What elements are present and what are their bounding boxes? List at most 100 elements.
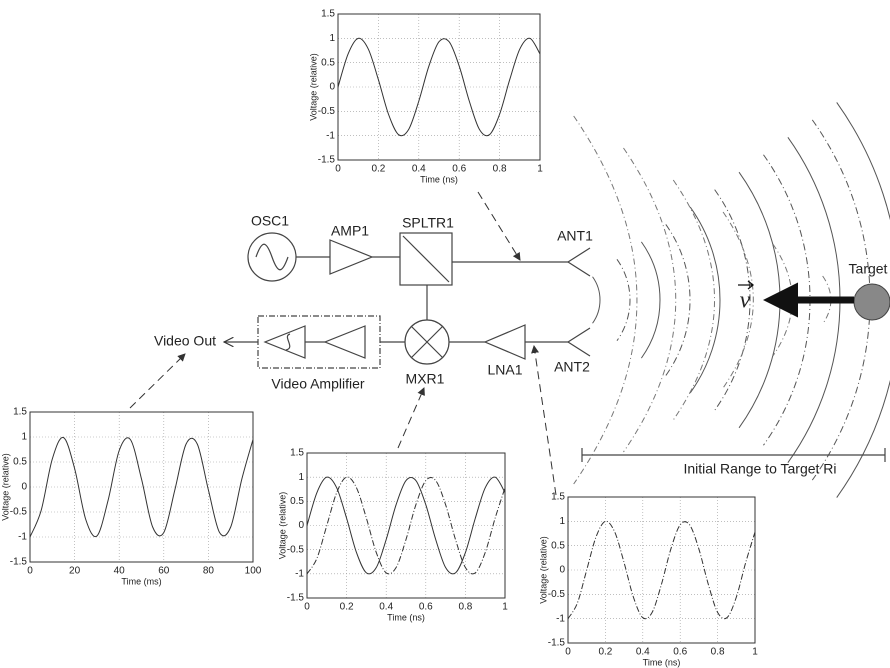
y-tick-label: -1 xyxy=(556,613,565,624)
plot: -1.5 -1 -0.5 0 0.5 1 1.5 0 0.2 0.4 0.6 0.8 1 Time (ns… xyxy=(538,492,758,668)
y-tick-label: -1.5 xyxy=(548,638,566,649)
y-tick-label: -1.5 xyxy=(318,155,336,166)
x-tick-label: 0 xyxy=(27,566,33,577)
target xyxy=(854,284,890,320)
x-tick-label: 40 xyxy=(114,566,126,577)
x-axis-label: Time (ms) xyxy=(121,576,161,586)
y-tick-label: -0.5 xyxy=(548,589,566,600)
wavefront xyxy=(617,259,630,340)
splitter-diagonal xyxy=(403,236,449,282)
y-tick-label: 0 xyxy=(329,82,335,93)
oscillator-wave xyxy=(256,244,288,270)
ant2-label: ANT2 xyxy=(554,359,590,375)
y-tick-label: -0.5 xyxy=(318,106,336,117)
y-tick-label: 1.5 xyxy=(321,9,335,20)
lna xyxy=(485,325,525,359)
reflected-wavefront xyxy=(574,116,637,484)
y-tick-label: 1 xyxy=(559,516,565,527)
y-tick-label: 1.5 xyxy=(290,448,304,459)
x-tick-label: 60 xyxy=(158,566,170,577)
antenna-2 xyxy=(568,328,590,356)
video-filter xyxy=(265,326,305,358)
y-tick-label: 0 xyxy=(21,482,27,493)
y-tick-label: 0.5 xyxy=(290,496,304,507)
y-axis-label: Voltage (relative) xyxy=(538,536,548,604)
range-label: Initial Range to Target Ri xyxy=(683,461,836,477)
x-tick-label: 0.4 xyxy=(636,647,650,658)
antenna-1 xyxy=(568,248,590,276)
x-tick-label: 1 xyxy=(502,602,508,613)
x-tick-label: 80 xyxy=(203,566,215,577)
x-tick-label: 1 xyxy=(537,164,543,175)
x-tick-label: 0.8 xyxy=(711,647,725,658)
y-tick-label: -1.5 xyxy=(10,557,28,568)
x-axis-label: Time (ns) xyxy=(387,612,425,622)
x-tick-label: 0.4 xyxy=(379,602,393,613)
y-tick-label: -1 xyxy=(326,130,335,141)
y-axis-label: Voltage (relative) xyxy=(0,453,10,521)
reflected-wavefront xyxy=(623,148,675,452)
y-tick-label: 0.5 xyxy=(13,457,27,468)
x-tick-label: 0.2 xyxy=(340,602,354,613)
y-tick-label: 1.5 xyxy=(551,492,565,503)
x-tick-label: 0.8 xyxy=(493,164,507,175)
x-tick-label: 0.6 xyxy=(419,602,433,613)
figure: OSC1 AMP1 SPLTR1 ANT1 MXR1 LNA1 ANT2 Vid… xyxy=(0,0,890,668)
osc-label: OSC1 xyxy=(251,213,289,229)
mixer-cross xyxy=(411,326,443,358)
y-axis-label: Voltage (relative) xyxy=(277,492,287,560)
y-tick-label: -1 xyxy=(295,568,304,579)
amplifier xyxy=(330,240,372,274)
y-axis-label: Voltage (relative) xyxy=(308,53,318,121)
y-tick-label: 0 xyxy=(559,565,565,576)
y-tick-label: 0.5 xyxy=(551,540,565,551)
reflected-wavefront xyxy=(673,180,714,420)
y-tick-label: -1 xyxy=(18,532,27,543)
x-tick-label: 0.6 xyxy=(673,647,687,658)
x-tick-label: 0.6 xyxy=(452,164,466,175)
page: OSC1 AMP1 SPLTR1 ANT1 MXR1 LNA1 ANT2 Vid… xyxy=(0,0,890,668)
lna-label: LNA1 xyxy=(487,362,522,378)
x-tick-label: 0 xyxy=(335,164,341,175)
video-amp xyxy=(325,326,365,358)
video-out-label: Video Out xyxy=(154,333,216,349)
x-tick-label: 0.2 xyxy=(371,164,385,175)
y-tick-label: -0.5 xyxy=(10,507,28,518)
wavefront xyxy=(593,277,600,323)
ant1-label: ANT1 xyxy=(557,228,593,244)
mixer-label: MXR1 xyxy=(406,371,445,387)
y-tick-label: 1.5 xyxy=(13,407,27,418)
y-tick-label: 0 xyxy=(298,520,304,531)
x-axis-label: Time (ns) xyxy=(420,174,458,184)
x-tick-label: 0.2 xyxy=(598,647,612,658)
x-tick-label: 100 xyxy=(245,566,262,577)
target-label: Target xyxy=(849,261,888,277)
wavefront xyxy=(641,242,660,358)
pointer xyxy=(534,346,556,495)
plot: -1.5 -1 -0.5 0 0.5 1 1.5 0 0.2 0.4 0.6 0.8 1 Time (ns… xyxy=(308,9,543,185)
x-tick-label: 0.8 xyxy=(458,602,472,613)
x-tick-label: 20 xyxy=(69,566,81,577)
x-tick-label: 1 xyxy=(752,647,758,658)
pointer xyxy=(398,388,424,448)
amp-label: AMP1 xyxy=(331,223,369,239)
pointer xyxy=(478,192,520,260)
x-tick-label: 0.4 xyxy=(412,164,426,175)
plot: -1.5 -1 -0.5 0 0.5 1 1.5 0 0.2 0.4 0.6 0.8 1 Time (ns… xyxy=(277,448,508,623)
pointer xyxy=(130,354,185,408)
y-tick-label: 1 xyxy=(21,432,27,443)
filter-s xyxy=(286,334,290,350)
x-axis-label: Time (ns) xyxy=(643,657,681,667)
y-tick-label: -1.5 xyxy=(287,593,305,604)
y-tick-label: 0.5 xyxy=(321,57,335,68)
velocity-label: v xyxy=(740,288,751,314)
video-amp-label: Video Amplifier xyxy=(271,376,364,392)
plot: -1.5 -1 -0.5 0 0.5 1 1.5 0 20 40 60 80 100 Time (ms) V… xyxy=(0,407,261,587)
wavefront xyxy=(690,207,720,393)
y-tick-label: 1 xyxy=(329,33,335,44)
x-tick-label: 0 xyxy=(565,647,571,658)
splitter-label: SPLTR1 xyxy=(402,215,454,231)
y-tick-label: -0.5 xyxy=(287,544,305,555)
x-tick-label: 0 xyxy=(304,602,310,613)
y-tick-label: 1 xyxy=(298,472,304,483)
